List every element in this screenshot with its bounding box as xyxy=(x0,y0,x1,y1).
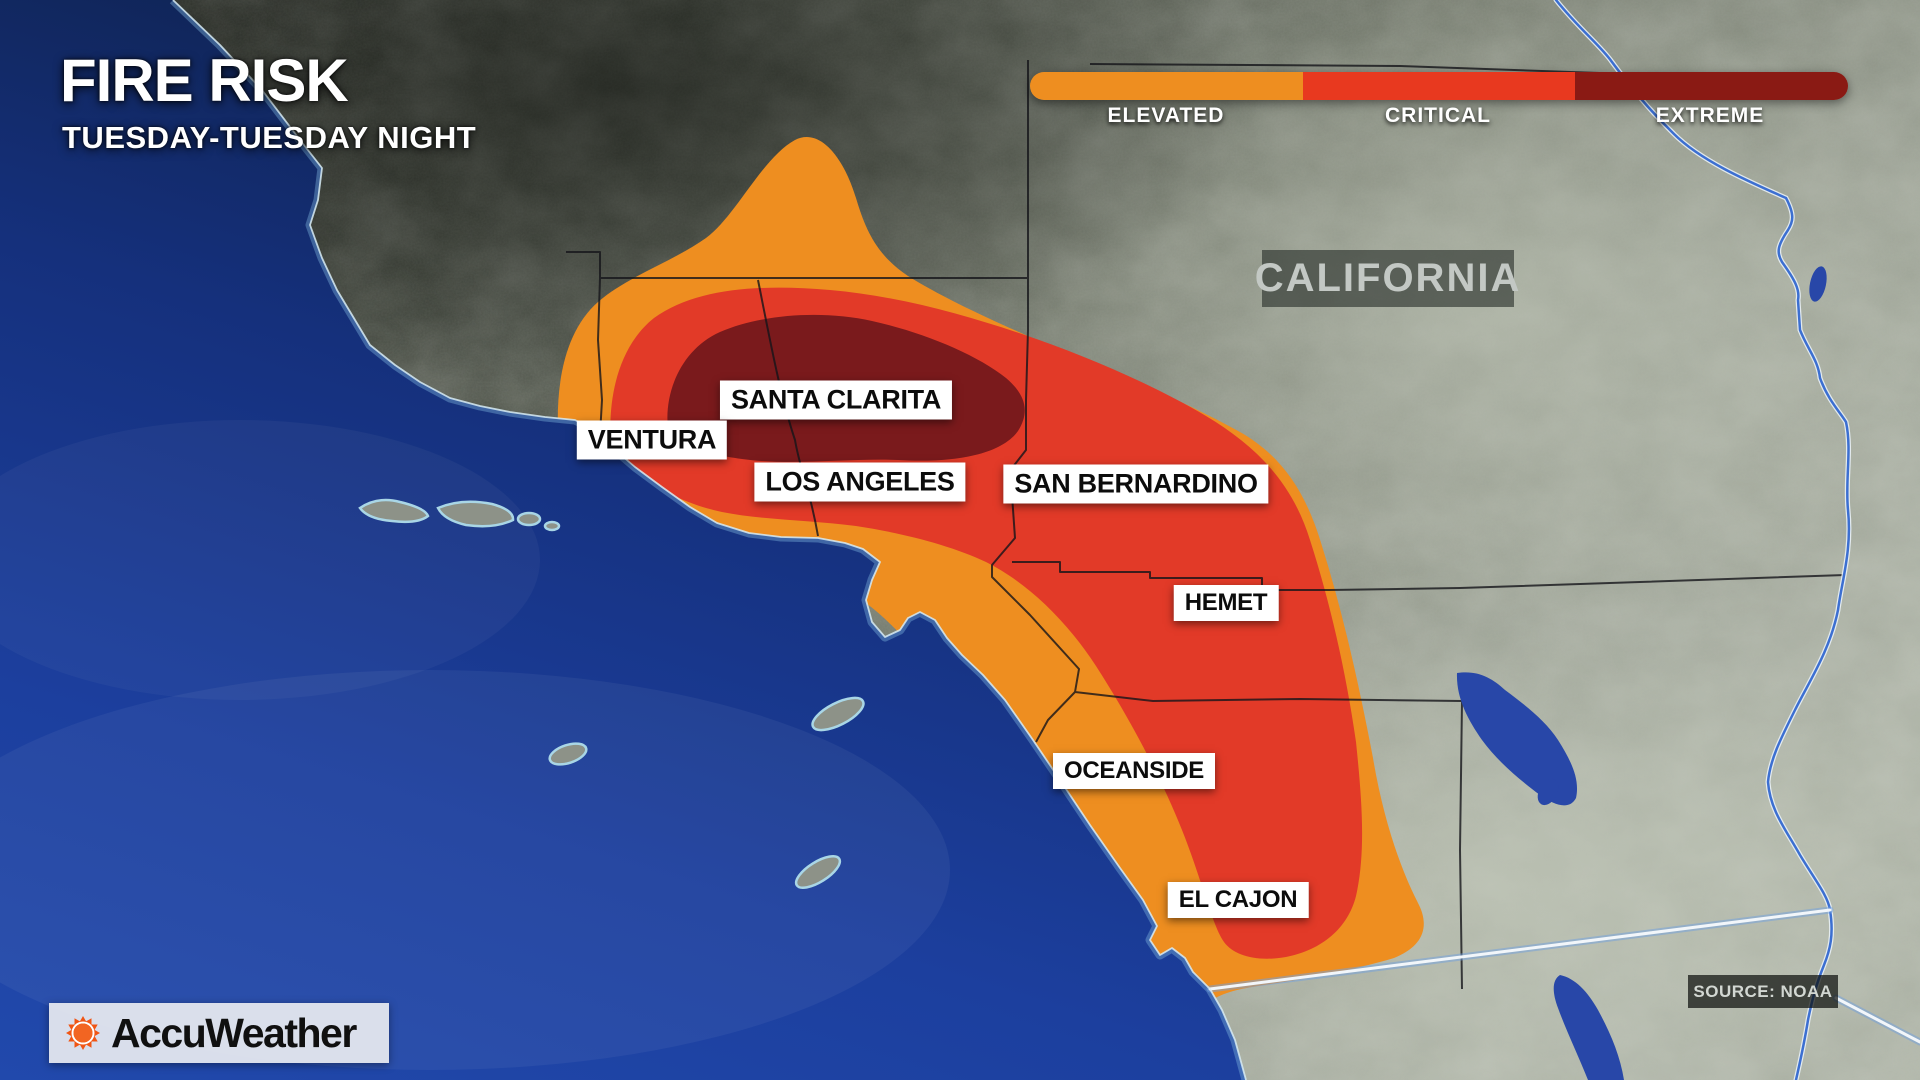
legend-segment-extreme xyxy=(1575,72,1848,100)
page-title: FIRE RISK xyxy=(60,47,349,114)
legend-label-critical: CRITICAL xyxy=(1385,104,1491,127)
city-label-ventura: VENTURA xyxy=(576,420,728,460)
accuweather-wordmark: AccuWeather xyxy=(111,1009,357,1056)
lakes xyxy=(1456,266,1827,1080)
laguna-salada xyxy=(1553,975,1624,1080)
source-badge: SOURCE: NOAA xyxy=(1688,975,1838,1008)
salton-sea xyxy=(1456,672,1578,806)
city-label-hemet: HEMET xyxy=(1173,585,1279,621)
ocean-light-streak xyxy=(0,670,950,1070)
page-subtitle: TUESDAY-TUESDAY NIGHT xyxy=(62,120,477,155)
legend-segment-critical xyxy=(1302,72,1576,100)
colorado-river xyxy=(1553,0,1852,1080)
accuweather-logo: AccuWeather xyxy=(49,1003,389,1063)
coastline xyxy=(172,0,1247,1080)
county-borders xyxy=(566,60,1846,990)
city-label-santa-clarita: SANTA CLARITA xyxy=(719,380,953,420)
channel-islands xyxy=(358,498,865,889)
city-label-san-bernardino: SAN BERNARDINO xyxy=(1003,464,1269,504)
state-label-california: CALIFORNIA xyxy=(1255,250,1519,307)
mexico-border xyxy=(1206,906,1920,1046)
reservoir xyxy=(1809,266,1827,302)
legend-label-elevated: ELEVATED xyxy=(1107,104,1225,127)
city-label-los-angeles: LOS ANGELES xyxy=(754,462,966,502)
reservoir xyxy=(1537,778,1559,806)
sun-icon xyxy=(66,1016,100,1050)
legend-label-extreme: EXTREME xyxy=(1655,104,1765,127)
legend-segment-elevated xyxy=(1030,72,1303,100)
headline: FIRE RISK TUESDAY-TUESDAY NIGHT xyxy=(60,50,476,156)
city-label-oceanside: OCEANSIDE xyxy=(1053,753,1215,789)
ocean-light-streak xyxy=(0,420,540,700)
risk-legend-bar xyxy=(1030,72,1848,100)
city-label-el-cajon: EL CAJON xyxy=(1167,882,1309,918)
